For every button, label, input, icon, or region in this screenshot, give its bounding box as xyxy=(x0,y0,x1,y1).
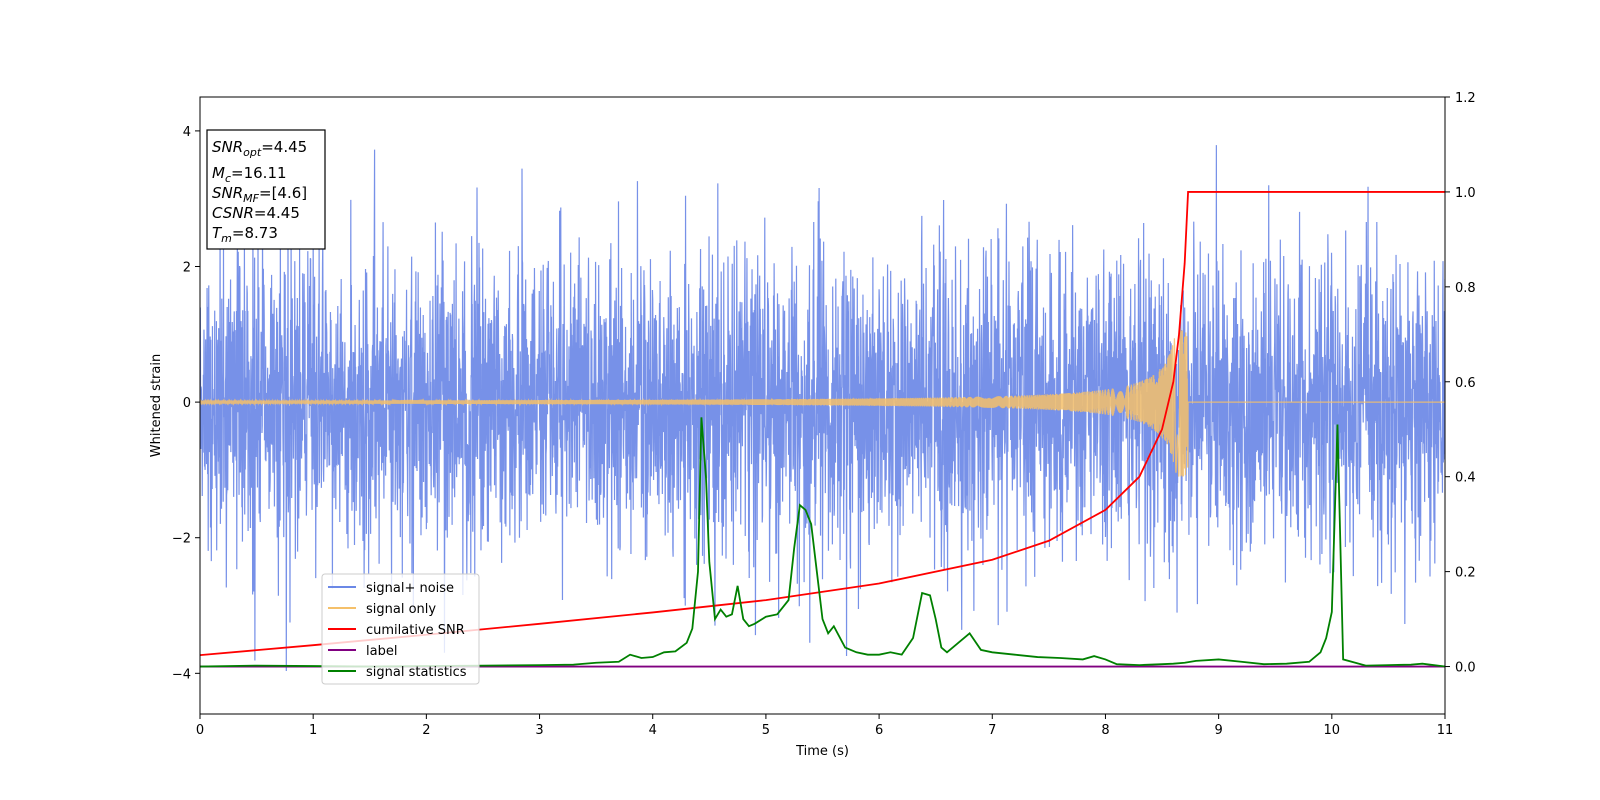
plot-frame xyxy=(199,96,1446,715)
x-tick-label: 7 xyxy=(988,723,996,738)
annotation-variable: CSNR xyxy=(212,204,254,222)
legend-entry-label: signal statistics xyxy=(366,665,467,680)
axes-layer: 0 1 2 3 4 5 6 7 8 9 10 11 −4 −2 0 2 4 0.0 0.2 0.4 0.6 0.8 1.0 1… xyxy=(172,91,1476,738)
y-right-tick-label: 0.6 xyxy=(1455,376,1476,391)
annotation-variable: SNR xyxy=(212,184,243,202)
x-tick-label: 10 xyxy=(1324,723,1341,738)
annotation-box: SNRopt=4.45Mc=16.11SNRMF=[4.6]CSNR=4.45T… xyxy=(206,129,326,250)
y-left-tick-label: 4 xyxy=(183,125,191,140)
annotation-line: CSNR=4.45 xyxy=(212,204,300,222)
series-signal-only-line xyxy=(200,328,1445,477)
annotation-value: =[4.6] xyxy=(259,184,307,202)
y-right-tick-label: 0.0 xyxy=(1455,661,1476,676)
annotation-value: =8.73 xyxy=(232,224,278,242)
y-axis-label: Whitened strain xyxy=(149,354,164,457)
series-signal-statistics-line xyxy=(200,417,1445,668)
x-tick-label: 9 xyxy=(1214,723,1222,738)
annotation-line: Mc=16.11 xyxy=(212,164,287,185)
annotation-line: Tm=8.73 xyxy=(212,224,278,245)
y-right-tick-label: 0.2 xyxy=(1455,566,1476,581)
annotation-subscript: m xyxy=(221,232,232,245)
x-tick-label: 5 xyxy=(762,723,770,738)
legend-entry-label: label xyxy=(366,644,397,659)
legend-frame xyxy=(321,573,480,685)
annotation-line: SNRMF=[4.6] xyxy=(212,184,307,205)
annotation-subscript: c xyxy=(225,172,231,185)
x-tick-label: 8 xyxy=(1101,723,1109,738)
y-left-tick-label: 2 xyxy=(183,261,191,276)
x-tick-label: 3 xyxy=(535,723,543,738)
x-axis-label: Time (s) xyxy=(795,744,849,759)
x-tick-label: 2 xyxy=(422,723,430,738)
x-tick-label: 1 xyxy=(309,723,317,738)
y-left-tick-label: −2 xyxy=(172,532,191,547)
y-left-tick-label: 0 xyxy=(183,396,191,411)
legend-entry-label: signal+ noise xyxy=(366,581,454,596)
annotation-variable: T xyxy=(212,224,223,242)
annotation-line: SNRopt=4.45 xyxy=(212,138,307,159)
annotation-subscript: MF xyxy=(243,192,259,205)
series-cumilative-snr-line xyxy=(200,191,1445,657)
x-tick-label: 11 xyxy=(1437,723,1454,738)
legend-entry-label: cumilative SNR xyxy=(366,623,465,638)
annotation-value: =4.45 xyxy=(261,138,307,156)
y-right-tick-label: 1.2 xyxy=(1455,91,1476,106)
annotation-value: =4.45 xyxy=(254,204,300,222)
y-right-tick-label: 1.0 xyxy=(1455,186,1476,201)
y-right-tick-label: 0.8 xyxy=(1455,281,1476,296)
annotation-box-frame xyxy=(206,129,326,250)
legend: signal+ noise signal only cumilative SNR la… xyxy=(321,573,480,685)
x-tick-label: 6 xyxy=(875,723,883,738)
annotation-value: =16.11 xyxy=(231,164,287,182)
x-tick-label: 0 xyxy=(196,723,204,738)
y-right-tick-label: 0.4 xyxy=(1455,471,1476,486)
x-tick-label: 4 xyxy=(649,723,657,738)
annotation-variable: SNR xyxy=(212,138,243,156)
series-signal-plus-noise-line xyxy=(200,145,1445,672)
legend-entry-label: signal only xyxy=(366,602,436,617)
annotation-subscript: opt xyxy=(243,146,262,159)
y-left-tick-label: −4 xyxy=(172,667,191,682)
annotation-variable: M xyxy=(212,164,225,182)
